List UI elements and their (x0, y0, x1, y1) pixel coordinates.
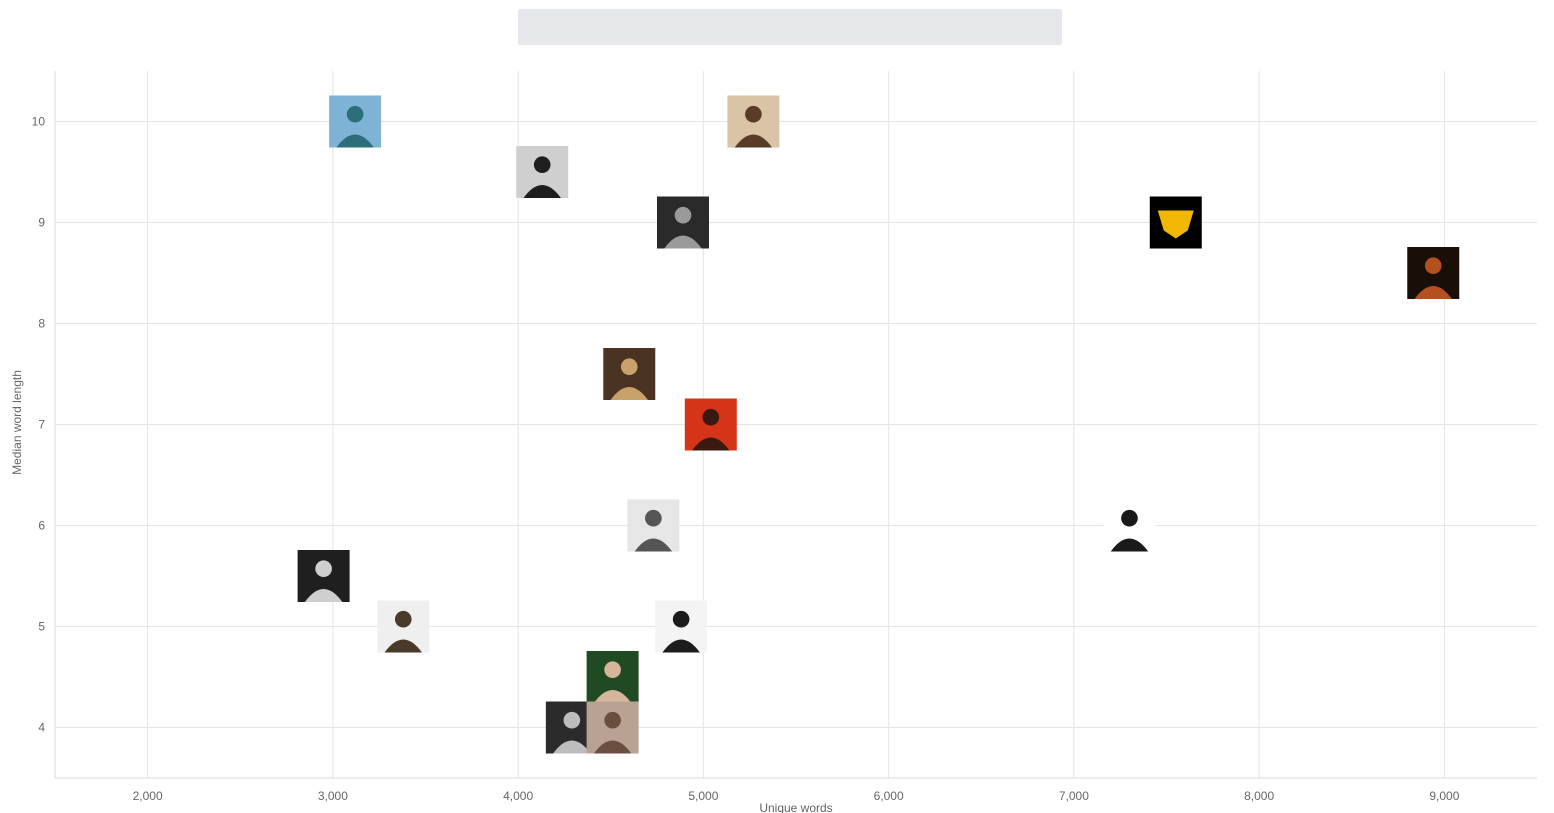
axes (54, 71, 1537, 779)
y-axis-title: Median word length (10, 370, 24, 475)
person-head-icon (645, 509, 662, 527)
x-tick-label: 5,000 (688, 789, 718, 803)
y-tick-label: 7 (38, 418, 45, 432)
x-tick-label: 2,000 (133, 789, 163, 803)
x-tick-label: 7,000 (1059, 789, 1089, 803)
person-body-icon (662, 639, 700, 653)
person-head-icon (533, 156, 551, 174)
x-tick-label: 9,000 (1429, 789, 1459, 803)
person-body-icon (593, 740, 632, 754)
person-head-icon (394, 610, 412, 628)
person-body-icon (553, 740, 591, 754)
person-head-icon (563, 711, 581, 729)
y-tick-label: 8 (38, 317, 45, 331)
data-point[interactable] (1103, 499, 1156, 552)
y-tick-label: 6 (38, 519, 45, 533)
person-head-icon (604, 661, 621, 679)
data-point[interactable] (297, 550, 350, 602)
person-head-icon (702, 408, 720, 426)
x-tick-label: 3,000 (318, 789, 348, 803)
person-head-icon (1424, 257, 1442, 275)
person-head-icon (674, 206, 692, 224)
data-point[interactable] (329, 95, 382, 148)
y-tick-label: 10 (32, 115, 46, 129)
data-point[interactable] (377, 600, 430, 653)
tick-labels: 2,000 3,000 4,000 5,000 6,000 7,000 8,000 9,000… (32, 115, 1460, 804)
person-head-icon (604, 711, 621, 729)
y-tick-label: 4 (38, 721, 45, 735)
data-point[interactable] (727, 95, 780, 148)
person-body-icon (664, 235, 702, 249)
person-body-icon (1110, 538, 1149, 552)
y-tick-label: 5 (38, 620, 45, 634)
x-tick-label: 4,000 (503, 789, 533, 803)
person-body-icon (634, 538, 673, 552)
person-body-icon (523, 185, 561, 198)
person-head-icon (672, 610, 690, 628)
y-tick-label: 9 (38, 216, 45, 230)
person-head-icon (1121, 509, 1138, 527)
person-head-icon (315, 560, 332, 578)
data-point[interactable] (516, 146, 569, 198)
data-point[interactable] (586, 701, 639, 754)
person-body-icon (384, 639, 422, 653)
x-tick-label: 8,000 (1244, 789, 1274, 803)
person-body-icon (593, 690, 632, 703)
person-body-icon (610, 387, 648, 400)
data-point[interactable] (603, 348, 656, 400)
person-head-icon (346, 105, 364, 123)
person-body-icon (1414, 286, 1452, 299)
person-body-icon (734, 134, 773, 148)
data-point[interactable] (655, 600, 708, 653)
person-body-icon (304, 589, 343, 602)
grid-lines (55, 71, 1537, 778)
x-tick-label: 6,000 (874, 789, 904, 803)
data-point[interactable] (586, 651, 639, 703)
person-head-icon (745, 105, 762, 123)
data-points (297, 95, 1460, 754)
x-axis-title: Unique words (759, 801, 832, 813)
data-point[interactable] (656, 196, 709, 249)
logo-icon (1157, 210, 1194, 239)
data-point[interactable] (627, 499, 680, 552)
person-head-icon (620, 358, 638, 376)
data-point[interactable] (1407, 247, 1460, 299)
data-point[interactable] (1149, 196, 1202, 249)
person-body-icon (692, 437, 730, 451)
data-point[interactable] (684, 398, 737, 451)
chart-title-placeholder (518, 9, 1062, 45)
person-body-icon (336, 134, 374, 148)
